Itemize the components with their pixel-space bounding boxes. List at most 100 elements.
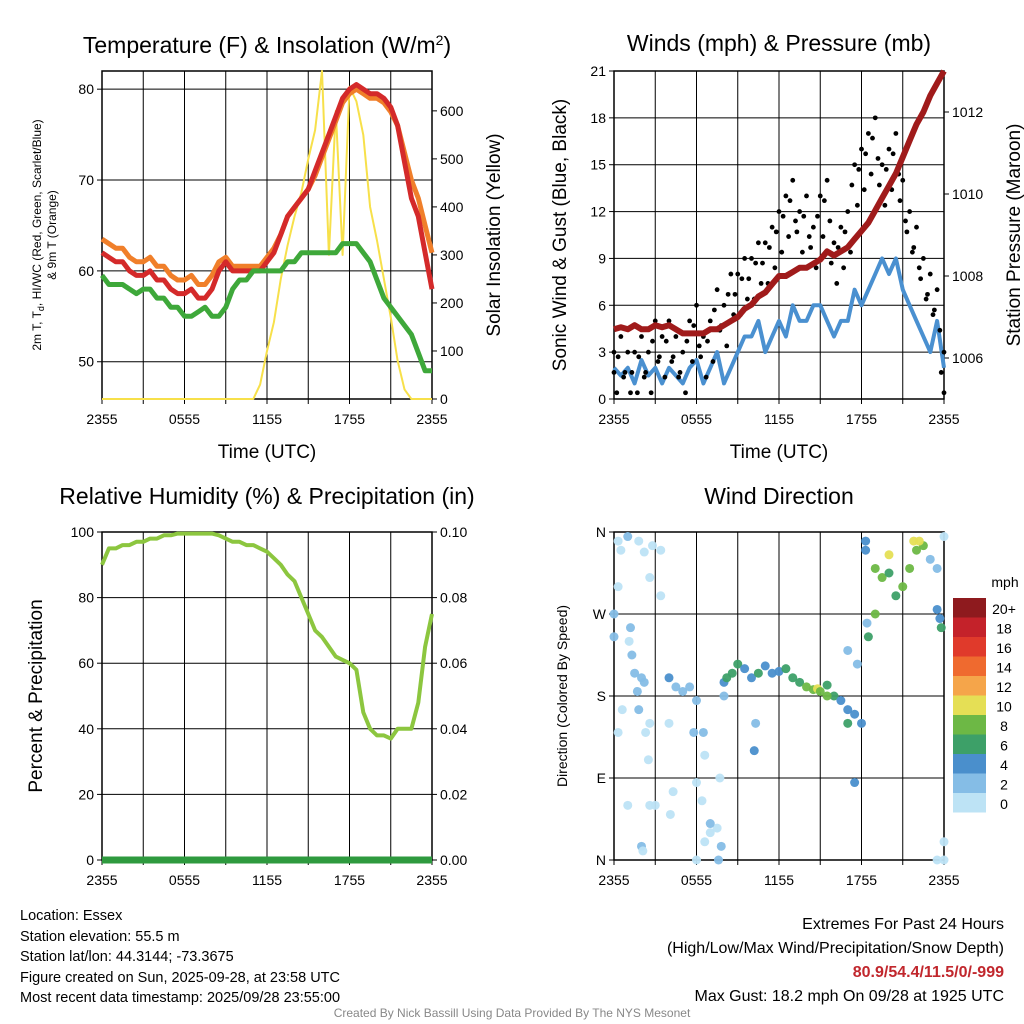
gust-point [663,338,669,344]
chart3-right-tick-label: 0.02 [440,786,467,802]
gust-point [799,249,805,255]
chart2-xtick-label: 1755 [846,411,877,427]
gust-point [813,265,819,271]
wind-direction-point [861,545,871,555]
gust-point [918,276,924,282]
gust-point [755,240,761,246]
legend-label: 2 [1000,777,1008,793]
gust-point [645,349,651,355]
gust-point [677,370,683,375]
wind-direction-point [692,696,701,706]
wind-direction-point [689,727,699,737]
wind-direction-point [749,746,759,756]
gust-point [629,370,635,375]
gust-point [841,265,847,271]
wind-direction-point [700,837,710,847]
gust-point [684,338,690,344]
extremes-panel: Extremes For Past 24 Hours (High/Low/Max… [667,913,1004,1009]
wind-direction-point [613,727,623,737]
legend-swatch [953,637,986,657]
gust-point [783,193,789,199]
chart2-right-tick-label: 1006 [952,350,983,366]
chart4-left-tick-label: E [597,770,606,786]
chart1-right-tick-label: 600 [440,103,464,119]
gust-point [909,249,915,255]
gust-point [868,171,874,177]
created-time: Figure created on Sun, 2025-09-28, at 23… [20,969,340,986]
wind-direction-point [843,718,853,728]
wind-direction-point [751,718,761,728]
wind-direction-point [634,536,644,546]
gust-point [707,318,713,324]
gust-point [865,131,871,136]
wind-direction-point [705,819,715,829]
gust-point [842,229,848,235]
gust-point [838,224,844,230]
legend-label: 8 [1000,718,1008,734]
wind-direction-point [613,582,623,592]
chart4-xtick-label: 2355 [928,872,959,888]
gust-point [876,182,882,188]
chart1-left-tick-label: 60 [78,263,94,279]
chart3-right-tick-label: 0.08 [440,590,467,606]
wind-direction-point [861,536,871,546]
chart1-right-tick-label: 0 [440,391,448,407]
wind-direction-point [630,668,640,678]
wind-direction-point [639,677,649,687]
wind-direction-point [656,591,666,601]
gust-point [780,213,786,219]
gust-point [859,146,864,152]
gust-point [786,234,792,239]
gust-point [622,370,628,375]
wind-direction-point [609,609,619,619]
gust-point [903,218,908,224]
chart1-right-tick-label: 500 [440,151,464,167]
gust-point [769,224,775,230]
wind-direction-point [714,855,723,865]
legend-title: mph [991,574,1018,590]
extremes-title: Extremes For Past 24 Hours [802,916,1004,933]
gust-point [849,182,855,188]
wind-direction-point [648,541,657,551]
gust-point [711,307,717,313]
gust-point [835,245,841,250]
chart4-title: Wind Direction [704,483,854,509]
gust-point [703,374,709,380]
chart3-right-tick-label: 0.04 [440,721,467,737]
wind-direction-point [836,696,846,706]
chart4-ylabel: Direction (Colored By Speed) [554,605,570,787]
wind-direction-point [905,563,915,573]
gust-point [628,390,633,396]
gust-point [724,343,730,349]
chart4-xtick-label: 2355 [598,872,629,888]
gust-point [673,334,679,339]
wind-direction-point [740,664,750,674]
gust-point [650,338,655,344]
chart2-left-tick-label: 21 [590,63,606,79]
gust-point [938,370,944,375]
sonic-wind-line [612,256,946,386]
chart4-xtick-label: 1755 [846,872,877,888]
chart3-right-tick-label: 0.06 [440,655,467,671]
wind-direction-point [870,609,880,619]
wind-direction-point [627,650,637,660]
chart1-xtick-label: 2355 [86,411,117,427]
chart1-left-tick-label: 70 [78,172,94,188]
chart3-left-tick-label: 100 [71,524,95,540]
legend-swatch [953,598,986,618]
wind-direction-point [656,545,666,555]
legend-label: 0 [1000,796,1008,812]
gust-point [691,323,697,328]
gust-point [648,390,654,396]
chart3-left-tick-label: 20 [78,786,94,802]
wind-direction-point [609,632,619,642]
gust-point [890,151,896,157]
chart3-left-tick-label: 60 [78,655,94,671]
gust-point [856,167,862,172]
wind-direction-point [829,691,839,701]
wind-direction-point [781,664,791,674]
wind-direction-point [626,623,635,633]
wind-direction-point [795,677,805,687]
gust-point [666,318,672,324]
legend-swatch [953,754,986,774]
